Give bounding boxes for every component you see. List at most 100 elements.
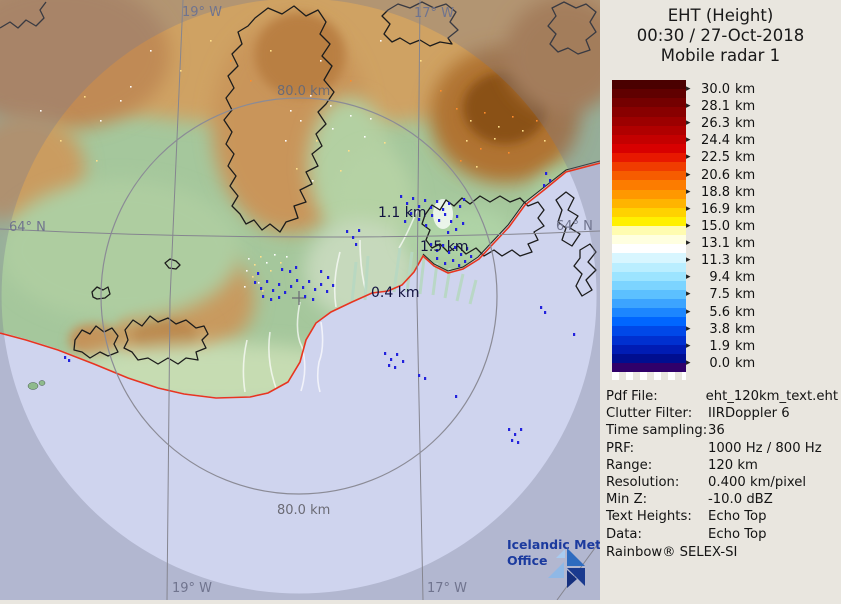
islands bbox=[27, 380, 46, 390]
tick-arrow-icon: ▸ bbox=[686, 186, 691, 197]
scale-tick-labels: ▸ 30.0 km ▸ 28.1 km ▸ 26.3 km ▸ 24.4 km ▸ 22.5 km ▸ 20.6… bbox=[686, 81, 836, 372]
tick-arrow-icon: ▸ bbox=[686, 357, 691, 368]
scale-band bbox=[612, 253, 686, 263]
scale-band bbox=[612, 153, 686, 163]
lon17-label-bottom: 17° W bbox=[427, 581, 467, 596]
scale-tick-row: ▸ 30.0 km bbox=[686, 81, 836, 98]
metadata-row: Time sampling: 36 bbox=[606, 422, 838, 439]
tick-arrow-icon: ▸ bbox=[686, 135, 691, 146]
tick-arrow-icon: ▸ bbox=[686, 255, 691, 266]
tick-arrow-icon: ▸ bbox=[686, 83, 691, 94]
range-ring-80km bbox=[100, 97, 498, 495]
tick-arrow-icon: ▸ bbox=[686, 289, 691, 300]
scale-band bbox=[612, 207, 686, 217]
metadata-value: 0.400 km/pixel bbox=[708, 475, 807, 491]
tick-arrow-icon: ▸ bbox=[686, 306, 691, 317]
metadata-label: Pdf File: bbox=[606, 389, 658, 405]
scale-band bbox=[612, 235, 686, 245]
tick-value: 26.3 bbox=[701, 116, 730, 132]
scale-band bbox=[612, 317, 686, 327]
metadata-row: Text Heights: Echo Top bbox=[606, 508, 838, 525]
metadata-label: PRF: bbox=[606, 440, 635, 456]
scale-band bbox=[612, 107, 686, 117]
scale-tick-row: ▸ 3.8 km bbox=[686, 321, 836, 338]
metadata-row: Pdf File: eht_120km_text.eht bbox=[606, 388, 838, 405]
tick-value: 30.0 bbox=[701, 81, 730, 97]
scale-band bbox=[612, 180, 686, 190]
metadata-table: Pdf File: eht_120km_text.eht Clutter Filte… bbox=[606, 388, 838, 543]
metadata-label: Range: bbox=[606, 457, 653, 473]
metadata-value: IIRDoppler 6 bbox=[708, 406, 790, 422]
scale-band bbox=[612, 344, 686, 354]
tick-arrow-icon: ▸ bbox=[686, 203, 691, 214]
scale-band bbox=[612, 125, 686, 135]
tick-arrow-icon: ▸ bbox=[686, 101, 691, 112]
tick-unit: km bbox=[735, 133, 756, 149]
tick-value: 22.5 bbox=[701, 150, 730, 166]
scale-tick-row: ▸ 16.9 km bbox=[686, 201, 836, 218]
tick-value: 15.0 bbox=[701, 218, 730, 234]
scale-tick-row: ▸ 24.4 km bbox=[686, 132, 836, 149]
scale-tick-row: ▸ 28.1 km bbox=[686, 98, 836, 115]
tick-arrow-icon: ▸ bbox=[686, 220, 691, 231]
met-office-logo: Icelandic Met Office bbox=[507, 537, 601, 588]
logo-text-line1: Icelandic Met bbox=[507, 537, 600, 552]
tick-value: 18.8 bbox=[701, 184, 730, 200]
coastline-red bbox=[0, 162, 601, 399]
tick-value: 3.8 bbox=[709, 321, 730, 337]
metadata-label: Time sampling: bbox=[606, 423, 708, 439]
metadata-row: Min Z: -10.0 dBZ bbox=[606, 491, 838, 508]
scale-tick-row: ▸ 11.3 km bbox=[686, 252, 836, 269]
echo-height-label: 1.5 km bbox=[420, 239, 468, 255]
metadata-row: Resolution: 0.400 km/pixel bbox=[606, 474, 838, 491]
tick-unit: km bbox=[735, 287, 756, 303]
lon19-label-top: 19° W bbox=[182, 5, 222, 20]
scale-tick-row: ▸ 13.1 km bbox=[686, 235, 836, 252]
tick-arrow-icon: ▸ bbox=[686, 152, 691, 163]
scale-band bbox=[612, 89, 686, 99]
scale-tick-row: ▸ 5.6 km bbox=[686, 304, 836, 321]
scale-band bbox=[612, 362, 686, 372]
radar-echo-pixels bbox=[64, 172, 576, 444]
tick-arrow-icon: ▸ bbox=[686, 340, 691, 351]
tick-unit: km bbox=[735, 270, 756, 286]
river-streaks bbox=[242, 207, 419, 393]
terrain-noise-speckles bbox=[40, 40, 546, 292]
ring-label-top: 80.0 km bbox=[277, 84, 330, 99]
scale-tick-row: ▸ 26.3 km bbox=[686, 115, 836, 132]
range-dim-overlay bbox=[0, 0, 600, 600]
scale-band bbox=[612, 244, 686, 254]
scale-tick-row: ▸ 15.0 km bbox=[686, 218, 836, 235]
scale-tick-row: ▸ 22.5 km bbox=[686, 149, 836, 166]
tick-arrow-icon: ▸ bbox=[686, 238, 691, 249]
tick-unit: km bbox=[735, 150, 756, 166]
scale-band bbox=[612, 226, 686, 236]
glacier-contours bbox=[0, 1, 597, 365]
scale-tick-row: ▸ 7.5 km bbox=[686, 286, 836, 303]
metadata-label: Min Z: bbox=[606, 492, 648, 508]
metadata-value: 36 bbox=[708, 423, 725, 439]
tick-unit: km bbox=[735, 99, 756, 115]
echo-height-label: 0.4 km bbox=[371, 285, 419, 301]
tick-unit: km bbox=[735, 338, 756, 354]
tick-unit: km bbox=[735, 116, 756, 132]
tick-unit: km bbox=[735, 304, 756, 320]
scale-band bbox=[612, 171, 686, 181]
scale-band bbox=[612, 134, 686, 144]
panel-title: EHT (Height) 00:30 / 27-Oct-2018 Mobile … bbox=[600, 6, 841, 66]
tick-value: 9.4 bbox=[709, 270, 730, 286]
timestamp: 00:30 / 27-Oct-2018 bbox=[636, 26, 805, 45]
tick-value: 1.9 bbox=[709, 338, 730, 354]
scale-band bbox=[612, 198, 686, 208]
tick-unit: km bbox=[735, 253, 756, 269]
tick-arrow-icon: ▸ bbox=[686, 118, 691, 129]
scale-band bbox=[612, 308, 686, 318]
metadata-label: Resolution: bbox=[606, 475, 680, 491]
met-office-triangles-icon bbox=[548, 548, 585, 588]
metadata-row: Range: 120 km bbox=[606, 457, 838, 474]
metadata-row: Clutter Filter: IIRDoppler 6 bbox=[606, 405, 838, 422]
tick-arrow-icon: ▸ bbox=[686, 169, 691, 180]
scale-band bbox=[612, 262, 686, 272]
tick-unit: km bbox=[735, 218, 756, 234]
scale-band bbox=[612, 80, 686, 90]
